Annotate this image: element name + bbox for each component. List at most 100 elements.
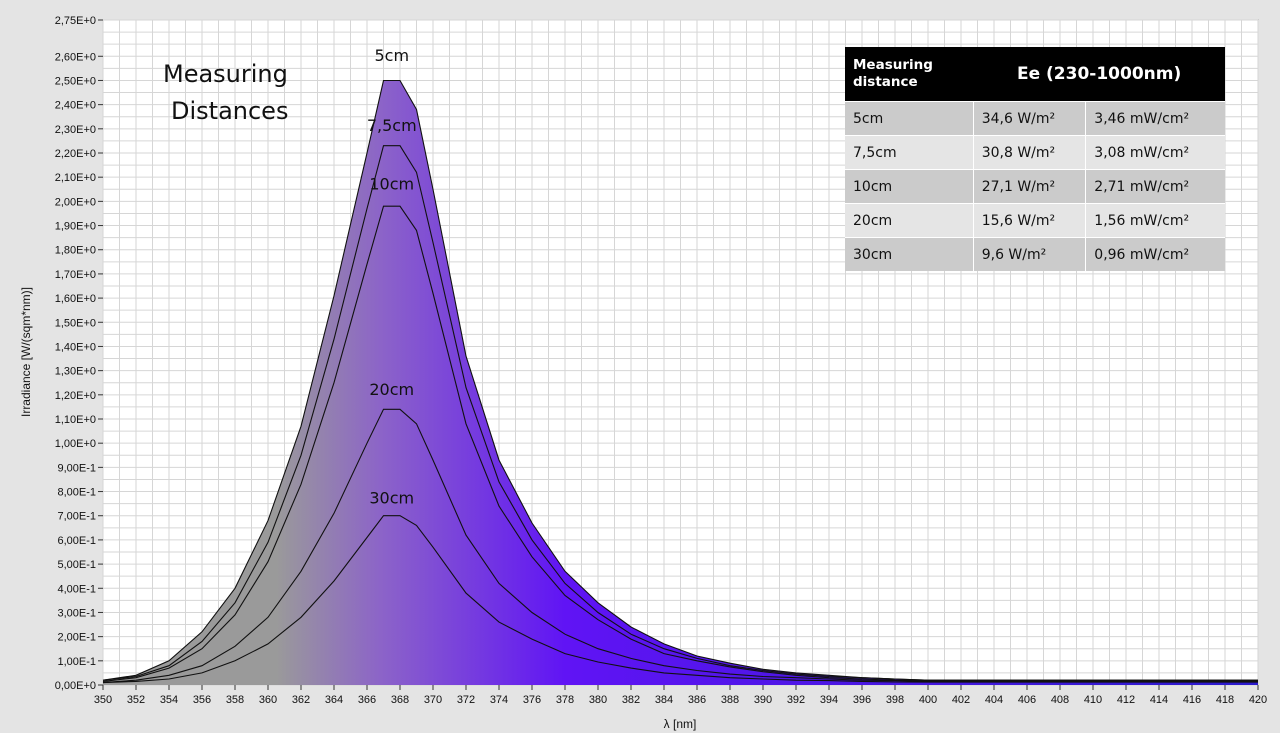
y-tick-label: 8,00E-1 (57, 487, 96, 499)
cell-w-m2: 30,8 W/m² (973, 135, 1087, 170)
x-tick-label: 364 (325, 694, 343, 706)
x-tick-label: 390 (754, 694, 772, 706)
x-tick-label: 382 (622, 694, 640, 706)
x-tick-label: 358 (226, 694, 244, 706)
y-tick-label: 9,00E-1 (57, 462, 96, 474)
x-tick-label: 386 (688, 694, 706, 706)
y-tick-label: 2,40E+0 (55, 100, 96, 112)
curve-label-5cm: 5cm (374, 46, 409, 65)
cell-distance: 30cm (845, 237, 974, 271)
x-tick-label: 406 (1018, 694, 1036, 706)
series-lines (102, 79, 1258, 684)
x-tick-label: 400 (919, 694, 937, 706)
y-tick-label: 2,50E+0 (55, 75, 96, 87)
cell-distance: 7,5cm (845, 135, 974, 170)
y-tick-label: 1,20E+0 (55, 390, 96, 402)
y-tick-label: 3,00E-1 (57, 607, 96, 619)
cell-distance: 5cm (845, 101, 974, 136)
y-tick-label: 1,00E+0 (55, 438, 96, 450)
curve-labels: 5cm 7,5cm 10cm 20cm 30cm (367, 46, 417, 508)
x-tick-label: 370 (424, 694, 442, 706)
table-row: 20cm 15,6 W/m² 1,56 mW/cm² (845, 203, 1225, 238)
x-tick-label: 418 (1216, 694, 1234, 706)
spectrum-fill (103, 80, 1258, 685)
x-tick-label: 362 (292, 694, 310, 706)
cell-mw-cm2: 0,96 mW/cm² (1085, 237, 1225, 271)
header-measuring-distance: Measuring distance (845, 47, 974, 102)
cell-distance: 10cm (845, 169, 974, 204)
x-tick-label: 414 (1150, 694, 1168, 706)
cell-mw-cm2: 3,46 mW/cm² (1085, 101, 1225, 136)
x-tick-label: 366 (358, 694, 376, 706)
x-tick-label: 374 (490, 694, 508, 706)
x-axis-ticks: 350 352 354 356 358 360 362 364 366 368 370 372 374 3… (94, 685, 1267, 706)
y-axis-ticks: 0,00E+0 1,00E-1 2,00E-1 3,00E-1 4,00E-1 5,00E… (55, 15, 103, 692)
x-tick-label: 404 (985, 694, 1003, 706)
x-tick-label: 384 (655, 694, 673, 706)
y-tick-label: 1,30E+0 (55, 366, 96, 378)
x-tick-label: 420 (1249, 694, 1267, 706)
x-tick-label: 396 (853, 694, 871, 706)
cell-w-m2: 9,6 W/m² (973, 237, 1087, 271)
x-tick-label: 388 (721, 694, 739, 706)
x-tick-label: 378 (556, 694, 574, 706)
x-tick-label: 354 (160, 694, 178, 706)
x-tick-label: 398 (886, 694, 904, 706)
cell-mw-cm2: 1,56 mW/cm² (1085, 203, 1225, 238)
series-line-30cm (102, 515, 1258, 684)
spectrum-area (103, 80, 1258, 685)
x-tick-label: 416 (1183, 694, 1201, 706)
y-tick-label: 1,70E+0 (55, 269, 96, 281)
y-tick-label: 1,90E+0 (55, 221, 96, 233)
table-row: 30cm 9,6 W/m² 0,96 mW/cm² (845, 237, 1225, 271)
x-tick-label: 356 (193, 694, 211, 706)
curve-label-7,5cm: 7,5cm (367, 116, 417, 135)
y-tick-label: 1,10E+0 (55, 414, 96, 426)
x-tick-label: 408 (1051, 694, 1069, 706)
x-tick-label: 410 (1084, 694, 1102, 706)
y-tick-label: 1,00E-1 (57, 656, 96, 668)
series-line-20cm (102, 408, 1258, 684)
y-tick-label: 2,30E+0 (55, 124, 96, 136)
cell-mw-cm2: 2,71 mW/cm² (1085, 169, 1225, 204)
table-row: 10cm 27,1 W/m² 2,71 mW/cm² (845, 169, 1225, 204)
y-tick-label: 0,00E+0 (55, 680, 96, 692)
cell-w-m2: 15,6 W/m² (973, 203, 1087, 238)
x-tick-label: 372 (457, 694, 475, 706)
curve-label-30cm: 30cm (369, 489, 414, 508)
y-axis-label: Irradiance [W/(sqm*nm)] (19, 287, 33, 417)
y-tick-label: 7,00E-1 (57, 511, 96, 523)
x-axis-label: λ [nm] (664, 717, 697, 731)
cell-w-m2: 27,1 W/m² (973, 169, 1087, 204)
curve-label-20cm: 20cm (369, 380, 414, 399)
y-tick-label: 1,50E+0 (55, 317, 96, 329)
x-tick-label: 376 (523, 694, 541, 706)
series-line-10cm (102, 205, 1258, 682)
y-tick-label: 1,40E+0 (55, 341, 96, 353)
cell-w-m2: 34,6 W/m² (973, 101, 1087, 136)
table-row: 7,5cm 30,8 W/m² 3,08 mW/cm² (845, 135, 1225, 170)
y-tick-label: 2,60E+0 (55, 51, 96, 63)
table-header-row: Measuring distance Ee (230-1000nm) (845, 47, 1225, 102)
y-tick-label: 2,10E+0 (55, 172, 96, 184)
x-tick-label: 412 (1117, 694, 1135, 706)
y-tick-label: 2,20E+0 (55, 148, 96, 160)
x-tick-label: 402 (952, 694, 970, 706)
cell-mw-cm2: 3,08 mW/cm² (1085, 135, 1225, 170)
chart-title-line-1: Measuring (163, 60, 288, 88)
y-tick-label: 4,00E-1 (57, 583, 96, 595)
y-tick-label: 2,75E+0 (55, 15, 96, 27)
x-tick-label: 352 (127, 694, 145, 706)
y-tick-label: 1,60E+0 (55, 293, 96, 305)
x-tick-label: 368 (391, 694, 409, 706)
measurement-table: Measuring distance Ee (230-1000nm) 5cm 3… (845, 47, 1225, 271)
table-row: 5cm 34,6 W/m² 3,46 mW/cm² (845, 101, 1225, 136)
curve-label-10cm: 10cm (369, 174, 414, 193)
y-tick-label: 2,00E+0 (55, 196, 96, 208)
x-tick-label: 360 (259, 694, 277, 706)
y-tick-label: 2,00E-1 (57, 632, 96, 644)
cell-distance: 20cm (845, 203, 974, 238)
x-tick-label: 350 (94, 694, 112, 706)
x-tick-label: 392 (787, 694, 805, 706)
y-tick-label: 6,00E-1 (57, 535, 96, 547)
